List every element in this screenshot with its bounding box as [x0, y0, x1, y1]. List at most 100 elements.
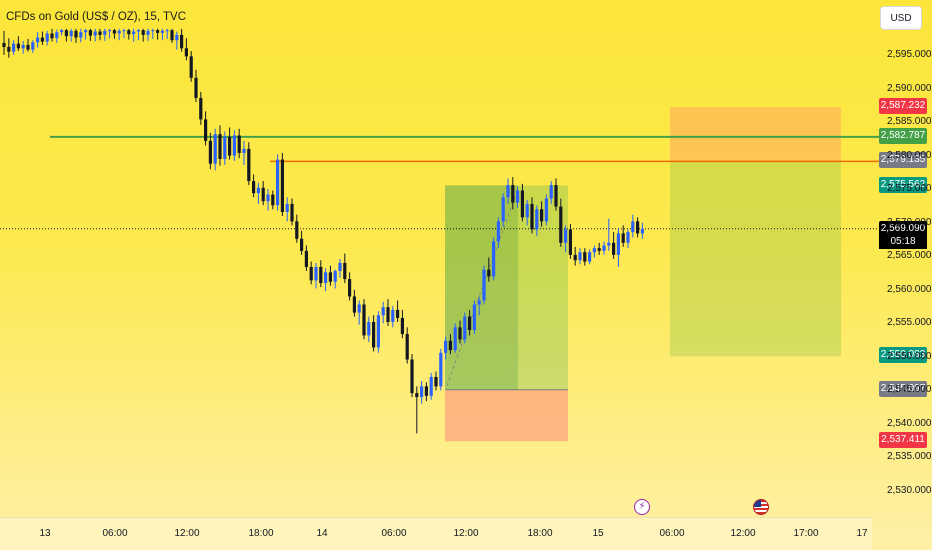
candle	[607, 218, 611, 251]
lightning-event-icon[interactable]: ⚡	[634, 499, 650, 515]
candle	[36, 32, 40, 48]
candle	[60, 28, 64, 36]
candle	[448, 334, 452, 355]
candle	[415, 386, 419, 434]
candle-body	[218, 134, 222, 159]
bar-countdown: 05:18	[879, 235, 927, 249]
short-target-zone[interactable]	[670, 161, 841, 357]
candle	[559, 198, 563, 247]
currency-button[interactable]: USD	[880, 6, 922, 30]
candle-body	[79, 32, 83, 38]
candle-body	[429, 376, 433, 396]
candle	[108, 28, 112, 39]
candle	[554, 178, 558, 211]
candle	[122, 28, 126, 39]
candle	[516, 186, 520, 208]
price-tick-label: 2,545.000	[887, 384, 932, 396]
price-tick-label: 2,585.000	[887, 116, 932, 128]
candle	[79, 28, 83, 43]
us-flag-event-icon[interactable]	[753, 499, 769, 515]
candle	[376, 311, 380, 353]
candle	[319, 260, 323, 288]
candle	[410, 354, 414, 398]
candle-body	[98, 31, 102, 35]
candle	[626, 229, 630, 249]
candle	[136, 28, 140, 41]
entry-left-price-badge: 2,545.097	[879, 381, 927, 397]
candle	[424, 382, 428, 402]
candle	[578, 248, 582, 265]
candle-body	[352, 296, 356, 313]
candle-body	[492, 241, 496, 277]
candle-body	[175, 34, 179, 41]
candle-body	[487, 269, 491, 277]
candle	[26, 38, 30, 52]
candle	[141, 28, 145, 42]
price-tick-label: 2,530.000	[887, 485, 932, 496]
candle	[487, 257, 491, 282]
candle	[64, 28, 68, 42]
candle	[420, 380, 424, 404]
candle	[511, 177, 515, 210]
candle-body	[194, 77, 198, 98]
candle	[357, 300, 361, 325]
candle	[252, 174, 256, 198]
candle-body	[511, 185, 515, 203]
candle-body	[592, 248, 596, 253]
candle-body	[405, 334, 409, 360]
price-tick-label: 2,535.000	[887, 451, 932, 463]
candle-body	[40, 37, 44, 42]
candle-body	[468, 316, 472, 331]
candle-body	[156, 30, 160, 33]
candle	[12, 40, 16, 55]
candle-body	[242, 148, 246, 153]
candle-body	[208, 140, 212, 164]
candle	[242, 140, 246, 166]
candle-body	[256, 187, 260, 194]
candle-body	[506, 185, 510, 198]
candle-body	[55, 32, 59, 39]
candle-body	[535, 209, 539, 230]
candle	[261, 181, 265, 206]
candle-body	[309, 266, 313, 281]
candle	[266, 189, 270, 211]
candle	[132, 28, 136, 42]
candle-body	[501, 197, 505, 222]
candle-body	[50, 33, 54, 39]
candle	[151, 28, 155, 39]
candle-body	[199, 97, 203, 120]
candle-body	[237, 135, 241, 153]
candle-body	[2, 42, 6, 47]
candle-body	[45, 33, 49, 42]
candle	[69, 28, 73, 42]
candle-body	[544, 198, 548, 222]
candle-body	[444, 340, 448, 353]
candle-body	[141, 30, 145, 35]
candle	[636, 217, 640, 238]
target-right-price-badge: 2,550.083	[879, 347, 927, 363]
candle	[372, 315, 376, 352]
price-tick-label: 2,565.000	[887, 250, 932, 262]
candle-body	[117, 30, 121, 34]
short-stop-zone[interactable]	[670, 107, 841, 162]
candle-body	[448, 340, 452, 351]
candle-body	[261, 187, 265, 202]
candle-body	[112, 30, 116, 34]
candle-body	[496, 221, 500, 242]
candle-body	[21, 44, 25, 49]
candle	[98, 28, 102, 41]
current-price-badge: 2,569.090	[879, 221, 927, 237]
candle	[482, 265, 486, 305]
candle	[564, 225, 568, 253]
price-tick-label: 2,570.000	[887, 216, 932, 228]
candle	[333, 269, 337, 289]
price-tick-label: 2,555.000	[887, 317, 932, 329]
candle-body	[122, 30, 126, 32]
long-stop-zone[interactable]	[445, 389, 568, 442]
candle-body	[554, 185, 558, 207]
candle	[520, 183, 524, 222]
candle-body	[64, 30, 68, 37]
time-axis[interactable]	[0, 517, 872, 550]
